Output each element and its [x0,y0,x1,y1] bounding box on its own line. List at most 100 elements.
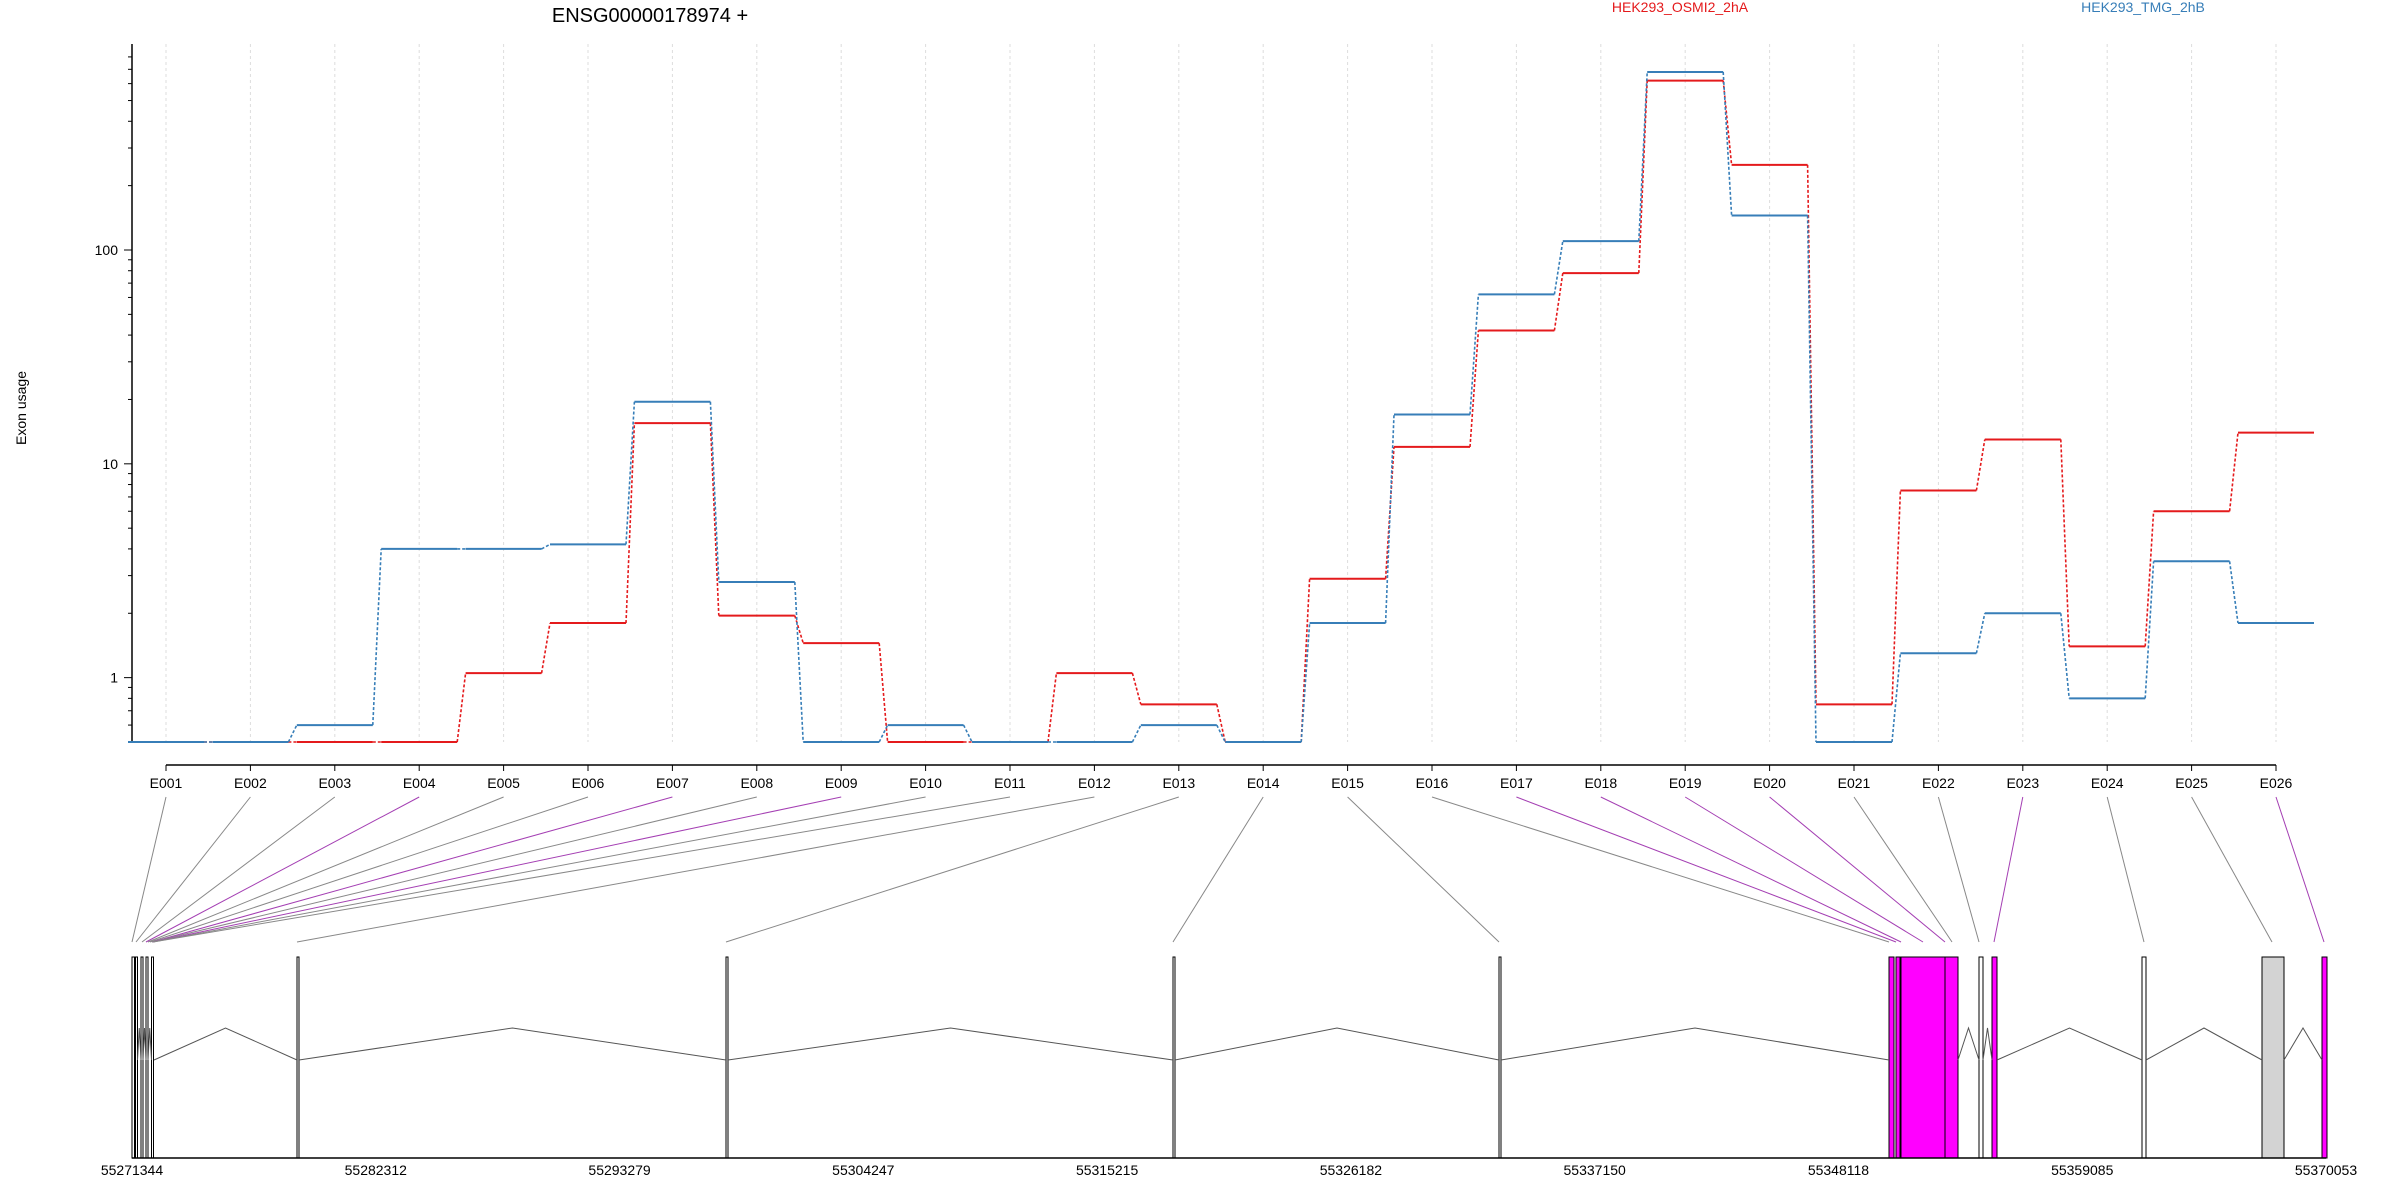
series-2-transition [1553,241,1564,295]
series-2-transition [2144,561,2155,699]
x-tick-label-E018: E018 [1584,775,1617,791]
gene-exon [1991,956,1998,1159]
y-tick-label: 10 [102,456,118,472]
connector-E015 [1347,796,1500,943]
gene-intron [142,1027,147,1061]
series-1-transition [1891,490,1902,705]
x-tick-label-E009: E009 [825,775,858,791]
gene-intron [137,1027,142,1061]
gene-intron [1957,1026,1980,1061]
gene-exon [1944,956,1959,1159]
gene-exon [2321,956,2328,1159]
series-2-transition [1975,613,1986,654]
x-tick-label-E026: E026 [2260,775,2293,791]
axes: 1 10 100 E001 E002 E003 E004 E005 E006 E007 E008 E0… [95,44,2293,791]
series-1-transition [625,423,636,624]
series-1-transition [1638,80,1648,274]
connector-E005 [147,796,504,943]
x-tick-label-E014: E014 [1247,775,1280,791]
connector-E004 [145,796,420,943]
series-1-transition [1469,330,1480,447]
chart-title: ENSG00000178974 + [552,5,748,27]
genomic-coordinate: 55293279 [588,1162,651,1178]
gene-exon [2141,956,2147,1159]
series-1-transition [2228,432,2239,512]
connector-E006 [149,796,589,943]
genomic-coordinate: 55271344 [101,1162,164,1178]
series-2-transition [372,548,382,726]
genomic-coordinate: 55348118 [1808,1162,1869,1178]
x-tick-label-E022: E022 [1922,775,1955,791]
genomic-coordinate: 55370053 [2295,1162,2358,1178]
y-tick-label: 1 [110,670,118,686]
x-tick-label-E008: E008 [740,775,773,791]
gene-exon [1895,956,1901,1159]
legend-series-1: HEK293_OSMI2_2hA [1612,0,1749,15]
series-1-transition [1047,673,1058,743]
series-2-transition [1131,724,1142,743]
connector-E010 [152,796,926,943]
series-2-transition [1216,724,1226,743]
series-2-transition [2228,561,2239,624]
x-tick-label-E002: E002 [234,775,267,791]
series-1-transition [1216,704,1226,743]
gene-exon [1498,956,1502,1159]
connector-E017 [1516,796,1897,943]
series-2-transition [878,724,889,743]
series-2-transition [625,401,636,545]
series-1 [128,79,2314,743]
connector-E009 [152,796,842,943]
connector-E019 [1684,796,1924,943]
series-2-transition [541,543,551,550]
connector-E022 [1937,796,1980,943]
connector-E026 [2275,796,2325,943]
series-2-transition [962,724,973,743]
genomic-coordinate: 55337150 [1564,1162,1627,1178]
connector-E007 [151,796,673,943]
series-2-transition [287,724,298,743]
genomic-coordinate: 55315215 [1076,1162,1139,1178]
x-tick-label-E012: E012 [1078,775,1111,791]
x-tick-label-E025: E025 [2175,775,2208,791]
x-tick-label-E010: E010 [909,775,942,791]
gene-exon [1172,956,1176,1159]
connector-E023 [1993,796,2024,943]
series-2-transition [1722,71,1733,216]
gene-exon [1900,956,1946,1159]
x-tick-label-E013: E013 [1162,775,1195,791]
y-axis-label: Exon usage [13,371,29,445]
connector-E013 [725,796,1179,943]
x-tick-label-E004: E004 [403,775,436,791]
x-tick-label-E007: E007 [656,775,689,791]
x-tick-label-E001: E001 [150,775,183,791]
gene-exon [296,956,300,1159]
gene-intron [727,1027,1174,1061]
series-2-transition [1638,71,1648,242]
gene-intron [1996,1027,2143,1061]
gene-intron [2283,1027,2323,1061]
gene-exon [1978,956,1984,1159]
x-tick-label-E017: E017 [1500,775,1533,791]
connector-E018 [1600,796,1902,943]
connector-E002 [135,796,251,943]
gene-exon [2261,956,2285,1159]
series-1-transition [2144,511,2155,647]
x-tick-label-E019: E019 [1669,775,1702,791]
gene-exon [1888,956,1895,1159]
connector-E003 [141,796,336,943]
series-2-transition [1469,294,1480,415]
connector-E008 [151,796,757,943]
connector-E011 [152,796,1011,943]
exon-connectors [131,796,2325,943]
connector-E012 [296,796,1095,943]
series-1-transition [456,673,467,743]
series-1-transition [878,643,889,743]
x-tick-label-E024: E024 [2091,775,2124,791]
series-2 [128,71,2314,743]
x-tick-label-E005: E005 [487,775,520,791]
connector-E021 [1853,796,1953,943]
x-tick-label-E015: E015 [1331,775,1364,791]
gene-intron [147,1027,152,1061]
series-1-transition [709,423,720,616]
series-2-transition [794,581,804,743]
